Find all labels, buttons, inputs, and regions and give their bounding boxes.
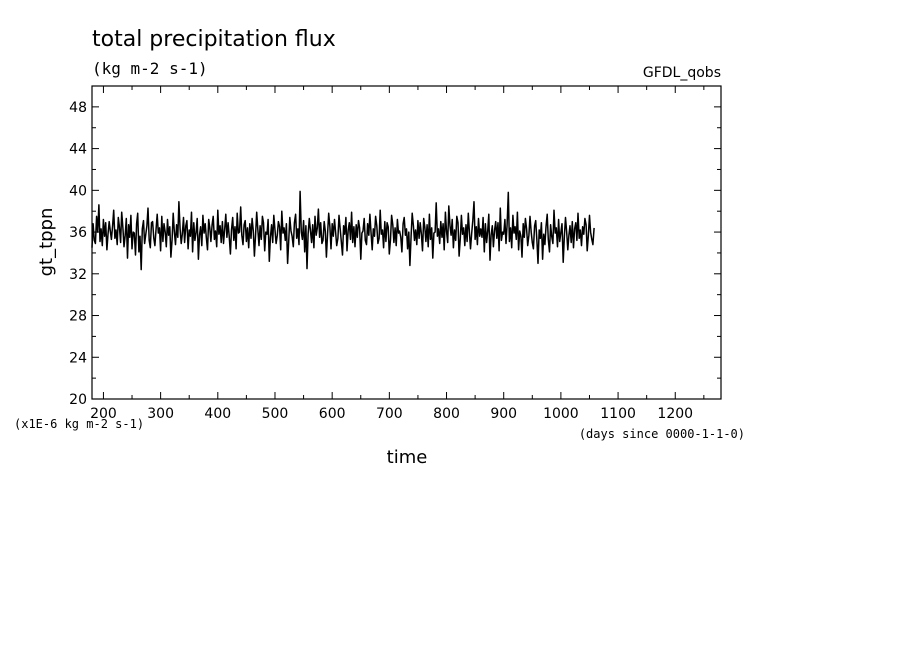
y-axis-units: (x1E-6 kg m-2 s-1) <box>14 417 144 431</box>
x-tick-label: 600 <box>319 406 346 422</box>
x-axis-units: (days since 0000-1-1-0) <box>579 427 745 441</box>
x-tick-label: 1000 <box>543 406 579 422</box>
x-tick-label: 200 <box>90 406 117 422</box>
y-axis-ticks: 20 24 28 32 36 40 44 48 <box>69 85 721 408</box>
y-tick-label: 40 <box>69 183 87 199</box>
x-tick-label: 800 <box>433 406 460 422</box>
plot-frame <box>91 85 722 400</box>
x-tick-label: 500 <box>262 406 289 422</box>
x-tick-label: 1200 <box>657 406 693 422</box>
y-tick-label: 20 <box>69 392 87 408</box>
y-tick-label: 36 <box>69 225 87 241</box>
y-tick-label: 24 <box>69 350 87 366</box>
x-axis-label: time <box>387 447 428 468</box>
y-tick-label: 44 <box>69 142 87 158</box>
x-tick-label: 300 <box>147 406 174 422</box>
x-tick-label: 900 <box>490 406 517 422</box>
y-tick-label: 28 <box>69 309 87 325</box>
x-tick-label: 400 <box>204 406 231 422</box>
x-tick-label: 1100 <box>600 406 636 422</box>
x-axis-ticks: 200 300 400 500 600 700 800 900 1000 1100 1200 <box>90 86 705 422</box>
source-label: GFDL_qobs <box>643 65 721 81</box>
chart-subtitle: (kg m-2 s-1) <box>92 59 208 78</box>
chart-title: total precipitation flux <box>92 27 336 52</box>
y-axis-label: gt_tppn <box>36 208 57 277</box>
y-tick-label: 48 <box>69 100 87 116</box>
y-tick-label: 32 <box>69 267 87 283</box>
x-tick-label: 700 <box>376 406 403 422</box>
series-line <box>91 190 595 271</box>
